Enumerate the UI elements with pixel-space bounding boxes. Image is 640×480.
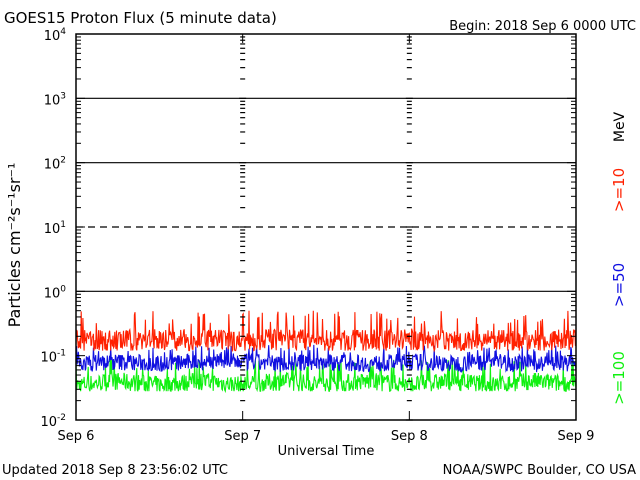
grid-layer — [76, 97, 576, 292]
y-tick-labels: 10-2 10-1 100 101 102 103 104 — [40, 27, 66, 430]
y-axis-label: Particles cm⁻²s⁻¹sr⁻¹ — [5, 163, 24, 328]
x-tick-label: Sep 8 — [391, 429, 428, 444]
updated-timestamp: Updated 2018 Sep 8 23:56:02 UTC — [2, 463, 228, 478]
y-tick-label: 101 — [44, 220, 66, 237]
y-tick-label: 100 — [44, 284, 67, 301]
y-tick-label: 102 — [44, 156, 66, 173]
x-tick-label: Sep 7 — [224, 429, 261, 444]
series-layer — [75, 310, 577, 394]
legend-entry: >=100 — [610, 351, 628, 405]
credit-text: NOAA/SWPC Boulder, CO USA — [443, 463, 636, 478]
series-line — [75, 344, 577, 373]
series-line — [75, 358, 577, 394]
legend-entry: >=50 — [610, 263, 628, 307]
legend-entry: >=10 — [610, 168, 628, 212]
legend: >=10 >=50 >=100 MeV — [610, 111, 628, 404]
y-tick-label: 10-1 — [40, 349, 66, 366]
chart-title: GOES15 Proton Flux (5 minute data) — [4, 9, 277, 27]
y-tick-label: 10-2 — [40, 413, 66, 430]
x-tick-label: Sep 9 — [558, 429, 595, 444]
x-tick-label: Sep 6 — [58, 429, 95, 444]
plot-frame — [75, 33, 577, 421]
series-line — [75, 310, 577, 353]
y-tick-label: 104 — [44, 27, 67, 44]
begin-time: Begin: 2018 Sep 6 0000 UTC — [449, 19, 636, 34]
legend-unit-label: MeV — [612, 111, 628, 142]
x-tick-labels: Sep 6 Sep 7 Sep 8 Sep 9 — [58, 429, 595, 444]
y-tick-label: 103 — [44, 91, 66, 108]
x-axis-label: Universal Time — [278, 444, 375, 459]
